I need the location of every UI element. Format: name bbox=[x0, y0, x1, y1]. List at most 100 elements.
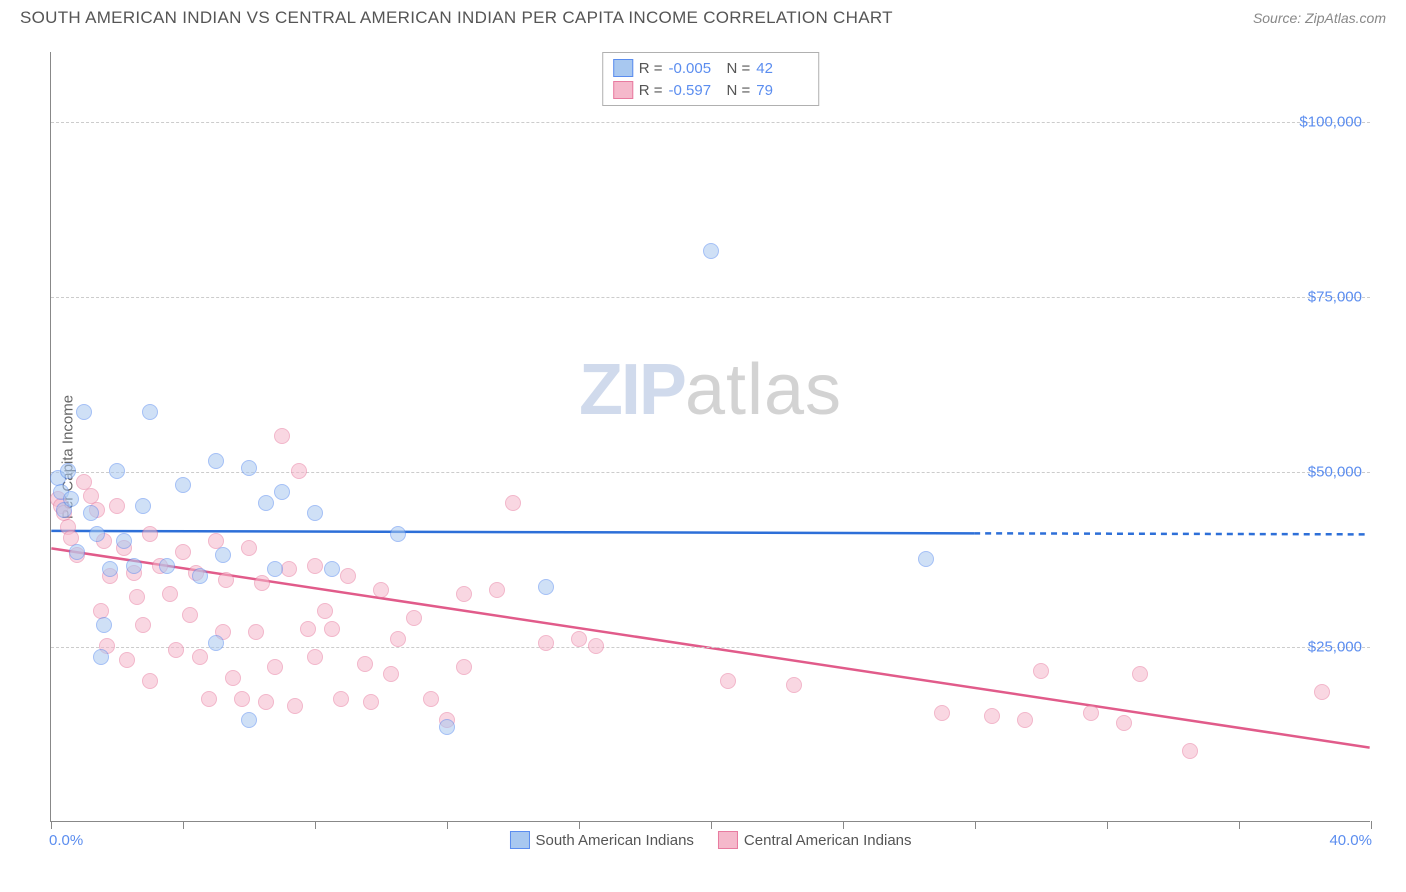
data-point bbox=[175, 477, 191, 493]
r-label: R = bbox=[639, 82, 663, 99]
data-point bbox=[109, 463, 125, 479]
data-point bbox=[324, 621, 340, 637]
data-point bbox=[208, 453, 224, 469]
legend-label-1: South American Indians bbox=[535, 832, 693, 849]
data-point bbox=[317, 603, 333, 619]
chart-area: Per Capita Income ZIPatlas R = -0.005 N … bbox=[0, 32, 1406, 882]
data-point bbox=[168, 642, 184, 658]
data-point bbox=[241, 540, 257, 556]
data-point bbox=[69, 544, 85, 560]
x-min-label: 0.0% bbox=[49, 832, 83, 849]
data-point bbox=[1017, 712, 1033, 728]
x-tick bbox=[843, 821, 844, 829]
n-label: N = bbox=[727, 82, 751, 99]
data-point bbox=[363, 694, 379, 710]
data-point bbox=[1182, 743, 1198, 759]
x-tick bbox=[315, 821, 316, 829]
x-tick bbox=[1371, 821, 1372, 829]
x-max-label: 40.0% bbox=[1329, 832, 1372, 849]
legend-item-2: Central American Indians bbox=[718, 831, 912, 849]
data-point bbox=[89, 526, 105, 542]
r-label: R = bbox=[639, 60, 663, 77]
data-point bbox=[267, 561, 283, 577]
data-point bbox=[703, 243, 719, 259]
data-point bbox=[456, 586, 472, 602]
r-value-1: -0.005 bbox=[669, 60, 721, 77]
data-point bbox=[248, 624, 264, 640]
correlation-legend: R = -0.005 N = 42 R = -0.597 N = 79 bbox=[602, 52, 820, 106]
data-point bbox=[571, 631, 587, 647]
data-point bbox=[76, 404, 92, 420]
data-point bbox=[489, 582, 505, 598]
x-tick bbox=[1107, 821, 1108, 829]
data-point bbox=[1116, 715, 1132, 731]
data-point bbox=[116, 533, 132, 549]
plot-region: ZIPatlas R = -0.005 N = 42 R = -0.597 N … bbox=[50, 52, 1370, 822]
data-point bbox=[83, 505, 99, 521]
data-point bbox=[142, 673, 158, 689]
data-point bbox=[182, 607, 198, 623]
gridline bbox=[51, 297, 1370, 298]
data-point bbox=[456, 659, 472, 675]
data-point bbox=[162, 586, 178, 602]
data-point bbox=[984, 708, 1000, 724]
x-tick bbox=[975, 821, 976, 829]
data-point bbox=[241, 712, 257, 728]
series-legend: South American Indians Central American … bbox=[509, 831, 911, 849]
x-tick bbox=[183, 821, 184, 829]
data-point bbox=[274, 428, 290, 444]
data-point bbox=[1132, 666, 1148, 682]
correlation-row-2: R = -0.597 N = 79 bbox=[613, 79, 809, 101]
data-point bbox=[102, 561, 118, 577]
data-point bbox=[135, 498, 151, 514]
data-point bbox=[934, 705, 950, 721]
y-tick-label: $100,000 bbox=[1299, 114, 1362, 131]
legend-label-2: Central American Indians bbox=[744, 832, 912, 849]
x-tick bbox=[447, 821, 448, 829]
data-point bbox=[538, 635, 554, 651]
data-point bbox=[93, 649, 109, 665]
data-point bbox=[119, 652, 135, 668]
data-point bbox=[267, 659, 283, 675]
data-point bbox=[135, 617, 151, 633]
x-tick bbox=[51, 821, 52, 829]
chart-title: SOUTH AMERICAN INDIAN VS CENTRAL AMERICA… bbox=[20, 8, 893, 28]
data-point bbox=[786, 677, 802, 693]
data-point bbox=[254, 575, 270, 591]
data-point bbox=[406, 610, 422, 626]
gridline bbox=[51, 647, 1370, 648]
data-point bbox=[588, 638, 604, 654]
y-tick-label: $50,000 bbox=[1308, 464, 1362, 481]
data-point bbox=[333, 691, 349, 707]
gridline bbox=[51, 122, 1370, 123]
data-point bbox=[129, 589, 145, 605]
r-value-2: -0.597 bbox=[669, 82, 721, 99]
data-point bbox=[241, 460, 257, 476]
y-tick-label: $75,000 bbox=[1308, 289, 1362, 306]
data-point bbox=[218, 572, 234, 588]
data-point bbox=[423, 691, 439, 707]
data-point bbox=[307, 505, 323, 521]
correlation-row-1: R = -0.005 N = 42 bbox=[613, 57, 809, 79]
data-point bbox=[390, 526, 406, 542]
data-point bbox=[505, 495, 521, 511]
data-point bbox=[439, 719, 455, 735]
data-point bbox=[109, 498, 125, 514]
data-point bbox=[1314, 684, 1330, 700]
data-point bbox=[383, 666, 399, 682]
trend-lines bbox=[51, 52, 1370, 821]
data-point bbox=[1083, 705, 1099, 721]
data-point bbox=[142, 526, 158, 542]
data-point bbox=[1033, 663, 1049, 679]
watermark-atlas: atlas bbox=[685, 350, 842, 430]
data-point bbox=[126, 558, 142, 574]
data-point bbox=[373, 582, 389, 598]
data-point bbox=[307, 649, 323, 665]
data-point bbox=[225, 670, 241, 686]
data-point bbox=[234, 691, 250, 707]
data-point bbox=[96, 617, 112, 633]
data-point bbox=[307, 558, 323, 574]
data-point bbox=[142, 404, 158, 420]
legend-swatch-2 bbox=[718, 831, 738, 849]
data-point bbox=[192, 568, 208, 584]
